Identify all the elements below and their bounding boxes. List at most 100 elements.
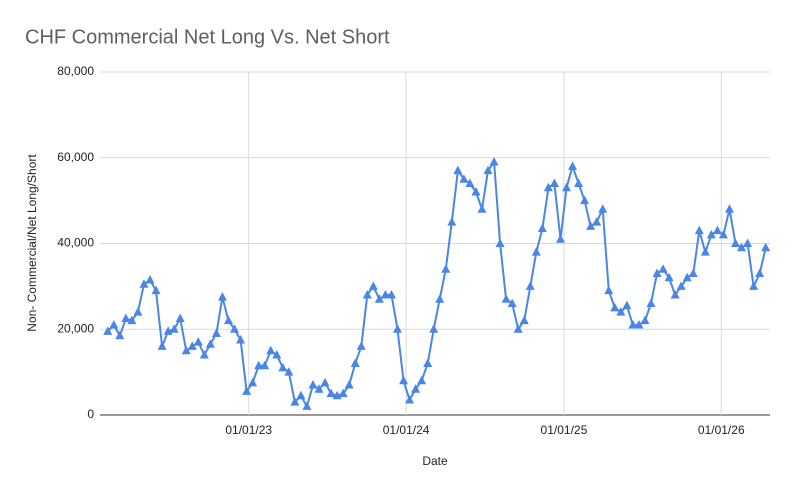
marker bbox=[700, 247, 710, 256]
marker bbox=[127, 315, 137, 325]
marker bbox=[743, 238, 753, 247]
line bbox=[107, 159, 767, 409]
marker bbox=[694, 225, 704, 235]
marker bbox=[308, 379, 318, 389]
marker bbox=[254, 360, 264, 370]
marker bbox=[163, 326, 173, 335]
x-tick-label: 01/01/24 bbox=[383, 423, 430, 437]
marker bbox=[598, 204, 608, 213]
y-axis-label: Non- Commercial/Net Long/Short bbox=[25, 154, 39, 332]
marker bbox=[640, 315, 650, 325]
marker bbox=[296, 390, 306, 400]
marker bbox=[314, 384, 324, 393]
marker bbox=[338, 388, 348, 398]
marker bbox=[417, 375, 427, 385]
marker bbox=[465, 178, 475, 187]
y-tick-label: 80,000 bbox=[57, 64, 94, 78]
marker bbox=[429, 324, 439, 333]
marker bbox=[592, 217, 602, 226]
marker bbox=[718, 229, 728, 239]
marker bbox=[561, 182, 571, 192]
marker bbox=[423, 358, 433, 368]
marker bbox=[712, 225, 722, 235]
marker bbox=[755, 268, 765, 278]
marker bbox=[543, 182, 553, 192]
x-tick-label: 01/01/26 bbox=[698, 423, 745, 437]
marker bbox=[230, 324, 240, 333]
marker bbox=[266, 345, 276, 355]
marker bbox=[513, 324, 523, 333]
marker bbox=[634, 319, 644, 329]
marker bbox=[248, 377, 258, 387]
marker bbox=[236, 334, 246, 344]
x-axis-label: Date bbox=[422, 454, 448, 468]
marker bbox=[688, 268, 698, 278]
marker bbox=[622, 300, 632, 310]
marker bbox=[706, 229, 716, 239]
marker bbox=[284, 367, 294, 376]
marker bbox=[574, 178, 584, 187]
marker bbox=[302, 401, 312, 410]
marker bbox=[157, 341, 167, 350]
marker bbox=[223, 315, 233, 325]
y-tick-label: 60,000 bbox=[57, 150, 94, 164]
y-tick-label: 0 bbox=[87, 407, 94, 421]
marker bbox=[441, 264, 451, 273]
marker bbox=[326, 388, 336, 398]
marker bbox=[658, 264, 668, 273]
marker bbox=[519, 315, 529, 325]
marker bbox=[193, 337, 203, 346]
marker bbox=[133, 307, 143, 316]
marker bbox=[332, 390, 342, 400]
marker bbox=[737, 242, 747, 252]
marker bbox=[386, 289, 396, 299]
marker bbox=[181, 345, 191, 355]
marker bbox=[405, 394, 415, 404]
marker bbox=[459, 174, 469, 183]
marker bbox=[169, 324, 179, 333]
x-tick-label: 01/01/23 bbox=[225, 423, 272, 437]
marker bbox=[580, 195, 590, 205]
marker bbox=[199, 349, 209, 359]
marker bbox=[392, 324, 402, 333]
marker bbox=[344, 379, 354, 389]
marker bbox=[368, 281, 378, 290]
marker bbox=[272, 349, 282, 359]
marker bbox=[652, 268, 662, 278]
marker bbox=[670, 289, 680, 299]
chart-title: CHF Commercial Net Long Vs. Net Short bbox=[25, 26, 390, 48]
marker bbox=[151, 285, 161, 295]
marker bbox=[568, 161, 578, 170]
marker bbox=[260, 360, 270, 370]
marker bbox=[356, 341, 366, 350]
marker bbox=[242, 386, 252, 395]
marker bbox=[495, 238, 505, 247]
marker bbox=[586, 221, 596, 230]
marker bbox=[411, 384, 421, 393]
marker bbox=[399, 375, 409, 385]
marker bbox=[350, 358, 360, 368]
marker bbox=[435, 294, 445, 303]
marker bbox=[664, 272, 674, 282]
marker bbox=[109, 319, 119, 329]
marker bbox=[211, 328, 221, 338]
marker bbox=[121, 313, 131, 323]
marker bbox=[471, 187, 481, 196]
marker bbox=[724, 204, 734, 213]
marker bbox=[278, 362, 288, 372]
marker bbox=[139, 279, 149, 288]
marker bbox=[616, 307, 626, 316]
marker bbox=[549, 178, 559, 187]
marker bbox=[682, 272, 692, 282]
marker bbox=[477, 204, 487, 213]
marker bbox=[380, 289, 390, 299]
marker bbox=[453, 165, 463, 175]
marker bbox=[103, 326, 113, 335]
marker bbox=[115, 330, 125, 340]
marker bbox=[555, 234, 565, 243]
marker bbox=[187, 341, 197, 350]
marker bbox=[447, 217, 457, 226]
